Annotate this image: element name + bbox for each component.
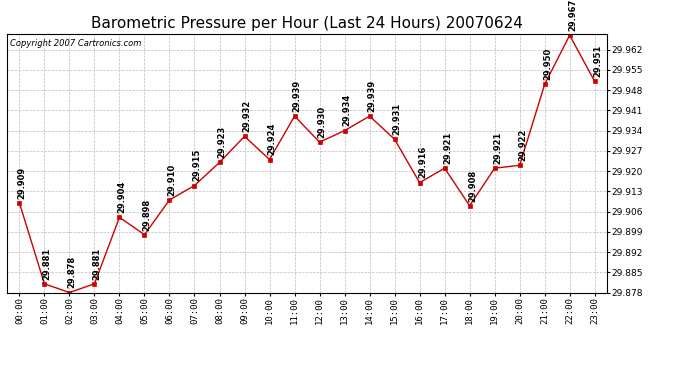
Text: 29.922: 29.922 <box>518 129 527 161</box>
Text: 29.881: 29.881 <box>43 248 52 280</box>
Text: 29.934: 29.934 <box>343 94 352 126</box>
Text: 29.915: 29.915 <box>193 149 201 182</box>
Text: 29.939: 29.939 <box>368 80 377 112</box>
Text: 29.924: 29.924 <box>268 123 277 155</box>
Text: 29.950: 29.950 <box>543 48 552 80</box>
Text: 29.910: 29.910 <box>168 164 177 196</box>
Text: 29.916: 29.916 <box>418 146 427 178</box>
Text: 29.921: 29.921 <box>493 132 502 164</box>
Text: 29.909: 29.909 <box>18 166 27 199</box>
Text: 29.932: 29.932 <box>243 100 252 132</box>
Text: 29.923: 29.923 <box>218 126 227 158</box>
Text: 29.908: 29.908 <box>468 170 477 202</box>
Text: 29.878: 29.878 <box>68 256 77 288</box>
Text: 29.898: 29.898 <box>143 198 152 231</box>
Text: 29.930: 29.930 <box>318 106 327 138</box>
Text: 29.904: 29.904 <box>118 181 127 213</box>
Text: 29.939: 29.939 <box>293 80 302 112</box>
Text: 29.921: 29.921 <box>443 132 452 164</box>
Text: 29.951: 29.951 <box>593 45 602 77</box>
Text: 29.881: 29.881 <box>92 248 101 280</box>
Text: Copyright 2007 Cartronics.com: Copyright 2007 Cartronics.com <box>10 39 141 48</box>
Text: 29.967: 29.967 <box>568 0 577 31</box>
Text: 29.931: 29.931 <box>393 103 402 135</box>
Title: Barometric Pressure per Hour (Last 24 Hours) 20070624: Barometric Pressure per Hour (Last 24 Ho… <box>91 16 523 31</box>
